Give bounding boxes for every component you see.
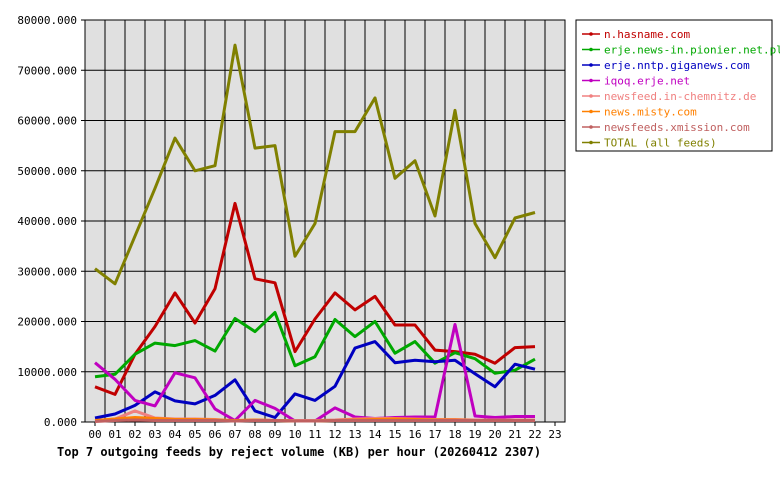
legend-marker	[589, 78, 593, 83]
x-tick-label: 13	[348, 428, 361, 441]
legend-marker	[589, 94, 593, 98]
x-tick-label: 22	[528, 428, 541, 441]
x-tick-label: 16	[408, 428, 421, 441]
legend-marker	[589, 63, 593, 67]
legend-label: newsfeed.in-chemnitz.de	[604, 90, 756, 103]
x-tick-label: 03	[148, 428, 161, 441]
legend: n.hasname.com erje.news-in.pionier.net.pl…	[575, 19, 780, 152]
series-line	[94, 418, 535, 423]
x-tick-label: 01	[108, 428, 121, 441]
x-tick-label: 06	[208, 428, 221, 441]
x-tick-label: 15	[388, 428, 401, 441]
x-tick-label: 10	[288, 428, 301, 441]
x-tick-label: 18	[448, 428, 461, 441]
y-tick-label: 30000.000	[17, 265, 77, 278]
grid	[85, 20, 565, 422]
y-tick-label: 70000.000	[17, 64, 77, 77]
legend-label: news.misty.com	[604, 106, 697, 119]
x-tick-label: 14	[368, 428, 382, 441]
series-lines	[94, 43, 536, 423]
legend-label: iqoq.erje.net	[604, 75, 690, 88]
x-tick-label: 09	[268, 428, 281, 441]
legend-label: newsfeeds.xmission.com	[604, 121, 750, 134]
x-tick-label: 23	[548, 428, 561, 441]
legend-label: n.hasname.com	[604, 28, 690, 41]
x-tick-label: 02	[128, 428, 141, 441]
y-axis-ticks: 0.000 10000.000 20000.000 30000.000 40000.00…	[17, 14, 85, 429]
x-tick-label: 00	[88, 428, 101, 441]
x-tick-label: 04	[168, 428, 182, 441]
x-tick-label: 07	[228, 428, 241, 441]
legend-label: erje.news-in.pionier.net.pl	[604, 44, 780, 57]
x-tick-label: 08	[248, 428, 261, 441]
y-tick-label: 40000.000	[17, 215, 77, 228]
chart-title: Top 7 outgoing feeds by reject volume (K…	[57, 445, 541, 459]
legend-label: erje.nntp.giganews.com	[604, 59, 750, 72]
legend-label: TOTAL (all feeds)	[604, 137, 717, 150]
legend-box	[575, 19, 773, 152]
x-axis-ticks: 00 01 02 03 04 05 06 07 08 09 10 11 12 13 14 15 16 17 18 19…	[88, 422, 562, 441]
legend-marker	[589, 32, 593, 36]
legend-marker	[589, 109, 593, 114]
y-tick-label: 10000.000	[17, 366, 77, 379]
x-tick-label: 19	[468, 428, 481, 441]
x-tick-label: 17	[428, 428, 441, 441]
x-tick-label: 12	[328, 428, 341, 441]
y-tick-label: 0.000	[44, 416, 77, 429]
x-tick-label: 05	[188, 428, 201, 441]
x-tick-label: 21	[508, 428, 521, 441]
y-tick-label: 20000.000	[17, 316, 77, 329]
series-line	[94, 340, 536, 420]
legend-marker	[589, 47, 593, 52]
y-tick-label: 60000.000	[17, 115, 77, 128]
y-tick-label: 50000.000	[17, 165, 77, 178]
legend-marker	[589, 140, 593, 145]
y-tick-label: 80000.000	[17, 14, 77, 27]
legend-marker	[589, 125, 593, 129]
series-line	[94, 43, 536, 286]
x-tick-label: 20	[488, 428, 501, 441]
x-tick-label: 11	[308, 428, 321, 441]
